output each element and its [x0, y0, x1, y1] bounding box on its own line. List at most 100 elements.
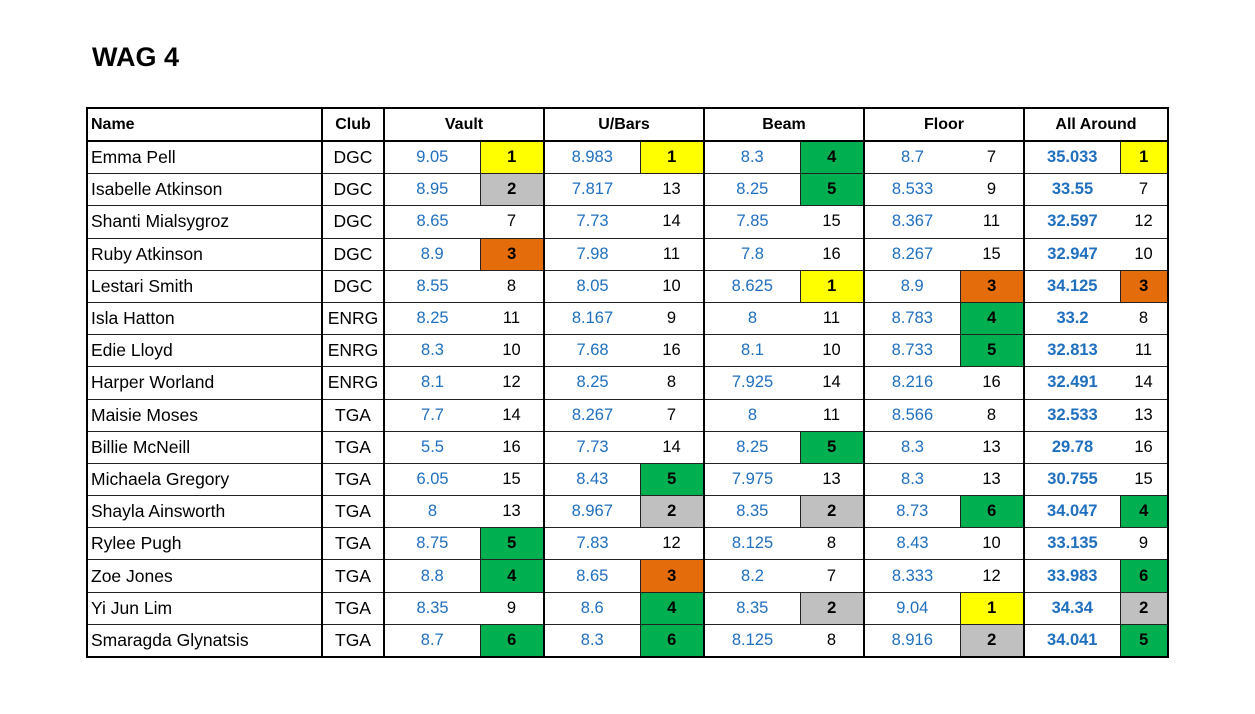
table-row: Rylee Pugh TGA 8.75 5 7.83 12 8.125 8 8.43 10 33.1… — [87, 527, 1168, 561]
all-around-score: 34.047 — [1023, 495, 1120, 529]
vault-rank: 3 — [479, 238, 545, 271]
bars-rank: 3 — [639, 559, 705, 593]
header-all-around: All Around — [1023, 108, 1168, 142]
all-around-score: 32.533 — [1023, 399, 1120, 432]
club-cell: DGC — [321, 173, 384, 207]
club-cell: TGA — [321, 559, 384, 593]
all-around-score: 32.491 — [1023, 366, 1120, 400]
bars-score: 7.817 — [543, 173, 640, 207]
vault-rank: 7 — [480, 205, 544, 239]
floor-rank: 11 — [960, 205, 1024, 239]
athlete-name: Yi Jun Lim — [87, 592, 322, 625]
vault-score: 8.55 — [383, 270, 480, 303]
all-around-rank: 16 — [1120, 431, 1168, 464]
beam-rank: 1 — [799, 270, 865, 303]
header-name: Name — [87, 108, 322, 142]
club-cell: ENRG — [321, 334, 384, 368]
club-cell: DGC — [321, 205, 384, 239]
floor-score: 8.916 — [863, 624, 960, 657]
all-around-rank: 3 — [1119, 270, 1169, 303]
vault-rank: 14 — [480, 399, 544, 432]
bars-rank: 10 — [640, 270, 704, 303]
beam-score: 7.925 — [703, 366, 800, 400]
table-row: Zoe Jones TGA 8.8 4 8.65 3 8.2 7 8.333 12 33.983 6 — [87, 559, 1169, 593]
results-table: Name Club Vault U/Bars Beam Floor All Ar… — [86, 107, 1169, 658]
table-row: Ruby Atkinson DGC 8.9 3 7.98 11 7.8 16 8.267 15 32… — [87, 238, 1168, 271]
bars-rank: 8 — [640, 366, 704, 400]
floor-rank: 8 — [960, 399, 1024, 432]
athlete-name: Edie Lloyd — [87, 334, 322, 368]
vault-rank: 5 — [479, 527, 545, 561]
beam-rank: 2 — [799, 592, 865, 625]
floor-score: 8.9 — [863, 270, 960, 303]
beam-rank: 5 — [799, 431, 865, 464]
table-row: Yi Jun Lim TGA 8.35 9 8.6 4 8.35 2 9.04 1 34.34 2 — [87, 592, 1169, 625]
all-around-score: 30.755 — [1023, 463, 1120, 497]
beam-rank: 2 — [799, 495, 865, 529]
athlete-name: Harper Worland — [87, 366, 322, 400]
vault-rank: 13 — [480, 495, 544, 529]
club-cell: TGA — [321, 463, 384, 497]
all-around-rank: 8 — [1120, 302, 1168, 336]
beam-score: 8.3 — [703, 141, 800, 175]
all-around-score: 35.033 — [1023, 141, 1120, 175]
bars-rank: 4 — [639, 592, 705, 625]
floor-rank: 12 — [960, 559, 1024, 593]
vault-score: 8.95 — [383, 173, 480, 207]
beam-rank: 11 — [800, 302, 864, 336]
floor-rank: 16 — [960, 366, 1024, 400]
athlete-name: Zoe Jones — [87, 559, 322, 593]
floor-score: 8.7 — [863, 141, 960, 175]
vault-score: 8.25 — [383, 302, 480, 336]
vault-rank: 11 — [480, 302, 544, 336]
all-around-score: 32.597 — [1023, 205, 1120, 239]
beam-score: 8.25 — [703, 173, 800, 207]
club-cell: ENRG — [321, 366, 384, 400]
all-around-score: 33.2 — [1023, 302, 1120, 336]
floor-score: 8.3 — [863, 431, 960, 464]
beam-score: 8.125 — [703, 527, 800, 561]
header-floor: Floor — [863, 108, 1024, 142]
beam-score: 8.1 — [703, 334, 800, 368]
athlete-name: Lestari Smith — [87, 270, 322, 303]
bars-rank: 16 — [640, 334, 704, 368]
bars-rank: 11 — [640, 238, 704, 271]
floor-score: 8.783 — [863, 302, 960, 336]
header-club: Club — [321, 108, 384, 142]
floor-score: 8.333 — [863, 559, 960, 593]
table-row: Harper Worland ENRG 8.1 12 8.25 8 7.925 14 8.216… — [87, 366, 1168, 400]
vault-score: 9.05 — [383, 141, 480, 175]
athlete-name: Emma Pell — [87, 141, 322, 175]
bars-score: 8.267 — [543, 399, 640, 432]
vault-score: 8.7 — [383, 624, 480, 657]
all-around-rank: 7 — [1120, 173, 1168, 207]
bars-score: 7.73 — [543, 431, 640, 464]
all-around-rank: 12 — [1120, 205, 1168, 239]
beam-rank: 14 — [800, 366, 864, 400]
floor-score: 8.3 — [863, 463, 960, 497]
bars-score: 8.3 — [543, 624, 640, 657]
all-around-rank: 5 — [1119, 624, 1169, 657]
all-around-rank: 13 — [1120, 399, 1168, 432]
athlete-name: Maisie Moses — [87, 399, 322, 432]
bars-rank: 1 — [639, 141, 705, 175]
club-cell: TGA — [321, 592, 384, 625]
all-around-score: 33.135 — [1023, 527, 1120, 561]
floor-rank: 9 — [960, 173, 1024, 207]
floor-rank: 13 — [960, 431, 1024, 464]
bars-score: 7.68 — [543, 334, 640, 368]
vault-rank: 4 — [479, 559, 545, 593]
beam-score: 7.85 — [703, 205, 800, 239]
all-around-score: 29.78 — [1023, 431, 1120, 464]
athlete-name: Shayla Ainsworth — [87, 495, 322, 529]
vault-rank: 2 — [479, 173, 545, 207]
all-around-rank: 11 — [1120, 334, 1168, 368]
athlete-name: Billie McNeill — [87, 431, 322, 464]
table-row: Isabelle Atkinson DGC 8.95 2 7.817 13 8.25 5 8.5… — [87, 173, 1168, 207]
floor-score: 8.733 — [863, 334, 960, 368]
beam-score: 7.8 — [703, 238, 800, 271]
athlete-name: Michaela Gregory — [87, 463, 322, 497]
table-row: Edie Lloyd ENRG 8.3 10 7.68 16 8.1 10 8.733 5 32.8… — [87, 334, 1168, 368]
beam-rank: 8 — [800, 527, 864, 561]
athlete-name: Ruby Atkinson — [87, 238, 322, 271]
